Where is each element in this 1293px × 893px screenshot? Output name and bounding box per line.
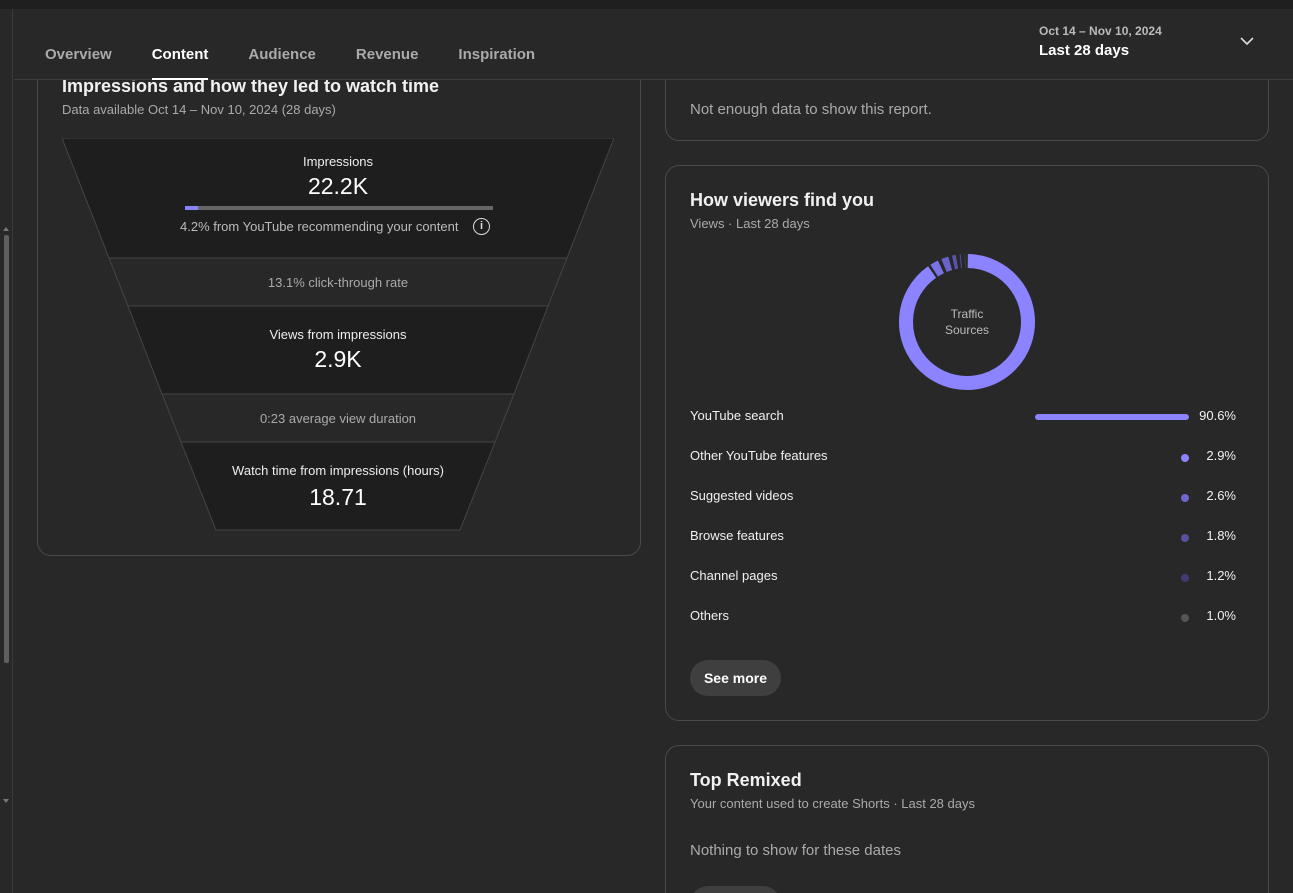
- not-enough-data-message: Not enough data to show this report.: [690, 101, 932, 118]
- watch-time-value: 18.71: [309, 484, 367, 510]
- donut-segment: [951, 254, 959, 270]
- funnel-title: Impressions and how they led to watch ti…: [62, 76, 440, 96]
- source-dot: [1181, 494, 1189, 502]
- source-percent: 2.9%: [1206, 448, 1236, 463]
- traffic-sources-subtitle: Views · Last 28 days: [690, 216, 810, 231]
- views-value: 2.9K: [314, 346, 362, 372]
- recommending-progress-bar: [185, 206, 493, 210]
- source-label: Suggested videos: [690, 488, 794, 503]
- top-strip: [0, 0, 1293, 9]
- chevron-down-icon[interactable]: [1240, 36, 1254, 46]
- source-label: Others: [690, 608, 730, 623]
- avg-duration-metric: 0:23 average view duration: [259, 411, 417, 426]
- donut-label-line2: Sources: [944, 323, 990, 337]
- source-dot: [1181, 574, 1189, 582]
- source-row-other-youtube-features[interactable]: Other YouTube features 2.9%: [690, 448, 1238, 468]
- traffic-sources-card: [665, 165, 1269, 721]
- funnel-diagram: [62, 138, 614, 531]
- donut-segment: [941, 256, 953, 273]
- scrollbar-thumb[interactable]: [4, 235, 9, 663]
- donut-segment: [899, 254, 1035, 390]
- ctr-metric: 13.1% click-through rate: [267, 275, 409, 290]
- source-label: Other YouTube features: [690, 448, 828, 463]
- tab-inspiration[interactable]: Inspiration: [458, 46, 536, 63]
- views-label: Views from impressions: [269, 327, 407, 342]
- date-period-text: Last 28 days: [1039, 42, 1130, 59]
- top-remixed-title: Top Remixed: [690, 770, 802, 790]
- source-row-suggested-videos[interactable]: Suggested videos 2.6%: [690, 488, 1238, 508]
- tab-content[interactable]: Content: [151, 9, 208, 80]
- source-percent: 1.0%: [1206, 608, 1236, 623]
- source-percent: 1.8%: [1206, 528, 1236, 543]
- tab-revenue[interactable]: Revenue: [355, 46, 419, 63]
- source-bar: [1035, 414, 1189, 420]
- traffic-sources-donut: [899, 254, 1035, 390]
- source-dot: [1181, 454, 1189, 462]
- tab-audience[interactable]: Audience: [248, 46, 316, 63]
- info-icon[interactable]: i: [473, 218, 490, 235]
- recommending-progress-fill: [185, 206, 198, 210]
- source-percent: 1.2%: [1206, 568, 1236, 583]
- recommending-note: 4.2% from YouTube recommending your cont…: [180, 219, 459, 234]
- top-remixed-card: [665, 745, 1269, 893]
- scroll-up-arrow-icon[interactable]: [3, 227, 9, 231]
- source-dot: [1181, 534, 1189, 542]
- traffic-sources-title: How viewers find you: [690, 190, 875, 210]
- top-remixed-button[interactable]: [690, 886, 781, 893]
- source-percent: 2.6%: [1206, 488, 1236, 503]
- source-row-others[interactable]: Others 1.0%: [690, 608, 1238, 628]
- scroll-down-arrow-icon[interactable]: [3, 799, 9, 803]
- donut-segment: [930, 260, 944, 277]
- impressions-value: 22.2K: [307, 173, 369, 199]
- source-row-channel-pages[interactable]: Channel pages 1.2%: [690, 568, 1238, 588]
- source-row-youtube-search[interactable]: YouTube search 90.6%: [690, 408, 1238, 428]
- funnel-subtitle: Data available Oct 14 – Nov 10, 2024 (28…: [62, 102, 336, 117]
- date-range-text: Oct 14 – Nov 10, 2024: [1039, 24, 1162, 38]
- tab-bar: Overview Content Audience Revenue Inspir…: [45, 9, 575, 80]
- source-label: Channel pages: [690, 568, 778, 583]
- top-remixed-empty-message: Nothing to show for these dates: [690, 842, 901, 859]
- date-range-selector[interactable]: Oct 14 – Nov 10, 2024 Last 28 days: [1039, 24, 1162, 59]
- source-row-browse-features[interactable]: Browse features 1.8%: [690, 528, 1238, 548]
- impressions-label: Impressions: [302, 154, 374, 169]
- source-dot: [1181, 614, 1189, 622]
- analytics-header: Overview Content Audience Revenue Inspir…: [14, 9, 1293, 80]
- source-label: YouTube search: [690, 408, 784, 423]
- source-percent: 90.6%: [1199, 408, 1236, 423]
- donut-label-line1: Traffic: [950, 307, 984, 321]
- donut-center-label: Traffic Sources: [917, 306, 1017, 338]
- see-more-button[interactable]: See more: [690, 660, 781, 696]
- tab-overview[interactable]: Overview: [45, 46, 112, 63]
- top-remixed-subtitle: Your content used to create Shorts · Las…: [690, 796, 975, 811]
- source-label: Browse features: [690, 528, 784, 543]
- watch-time-label: Watch time from impressions (hours): [232, 463, 444, 478]
- left-scroll-rail: [0, 9, 13, 893]
